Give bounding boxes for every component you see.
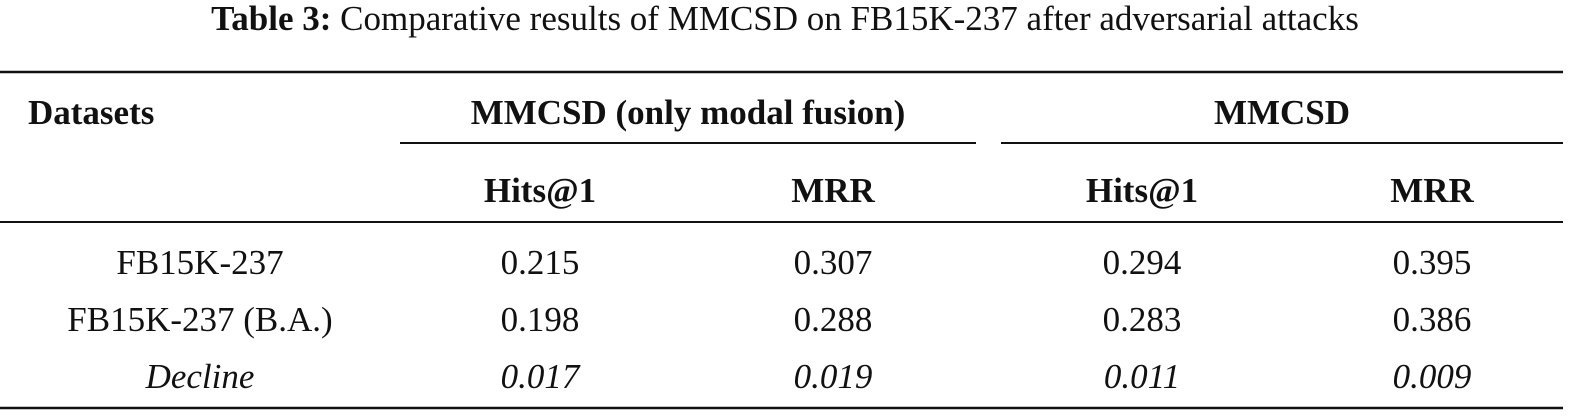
cell: 0.386 xyxy=(1393,300,1472,339)
row-label: FB15K-237 xyxy=(116,243,283,282)
cell: 0.283 xyxy=(1103,300,1182,339)
group-header: MMCSD xyxy=(1214,93,1350,132)
cell: 0.017 xyxy=(501,357,581,396)
row-label: Decline xyxy=(145,357,255,396)
cell: 0.009 xyxy=(1393,357,1472,396)
cell: 0.019 xyxy=(794,357,873,396)
cell: 0.307 xyxy=(794,243,873,282)
row-label-header: Datasets xyxy=(28,93,154,132)
column-header: Hits@1 xyxy=(1086,171,1198,210)
group-header: MMCSD (only modal fusion) xyxy=(471,93,906,132)
column-header: MRR xyxy=(1390,171,1474,210)
column-header: MRR xyxy=(791,171,875,210)
cell: 0.395 xyxy=(1393,243,1472,282)
cell: 0.011 xyxy=(1104,357,1180,396)
caption-text: Comparative results of MMCSD on FB15K-23… xyxy=(340,0,1359,38)
cell: 0.215 xyxy=(501,243,580,282)
column-header: Hits@1 xyxy=(484,171,596,210)
cell: 0.294 xyxy=(1103,243,1182,282)
cell: 0.198 xyxy=(501,300,580,339)
caption: Table 3: Comparative results of MMCSD on… xyxy=(211,0,1359,38)
caption-label: Table 3: xyxy=(211,0,331,38)
cell: 0.288 xyxy=(794,300,873,339)
row-label: FB15K-237 (B.A.) xyxy=(67,300,332,339)
